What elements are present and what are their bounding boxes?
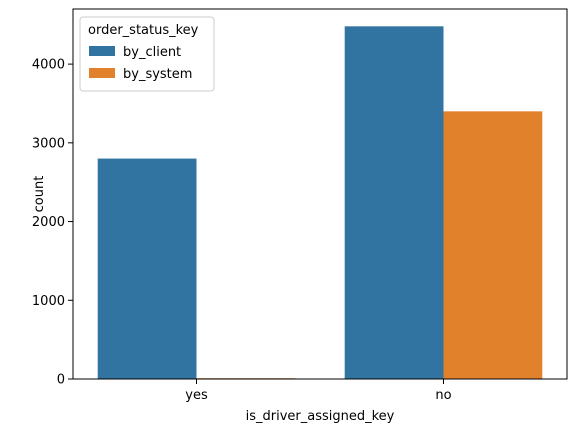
bars-layer [97, 26, 543, 379]
x-tick-label: no [435, 388, 451, 403]
legend-label-by-client: by_client [123, 45, 181, 60]
legend-swatch-by-system [89, 68, 115, 78]
x-axis: yes no [185, 379, 452, 403]
x-axis-label: is_driver_assigned_key [246, 409, 395, 424]
y-tick-label: 2000 [32, 215, 65, 230]
bar-by-client-no [344, 26, 444, 379]
bar-by-system-no [443, 111, 543, 379]
y-axis: 0 1000 2000 3000 4000 [32, 58, 73, 388]
y-axis-label: count [32, 176, 47, 213]
y-tick-label: 3000 [32, 136, 65, 151]
plot-frame [72, 8, 568, 380]
legend-swatch-by-client [89, 46, 115, 56]
legend-label-by-system: by_system [123, 67, 192, 82]
y-tick-label: 4000 [32, 58, 65, 73]
legend: order_status_key by_client by_system [79, 16, 215, 92]
y-tick-label: 0 [57, 373, 65, 388]
x-tick-label: yes [185, 388, 208, 403]
legend-title: order_status_key [88, 23, 199, 38]
bar-by-client-yes [97, 158, 197, 379]
y-tick-label: 1000 [32, 294, 65, 309]
